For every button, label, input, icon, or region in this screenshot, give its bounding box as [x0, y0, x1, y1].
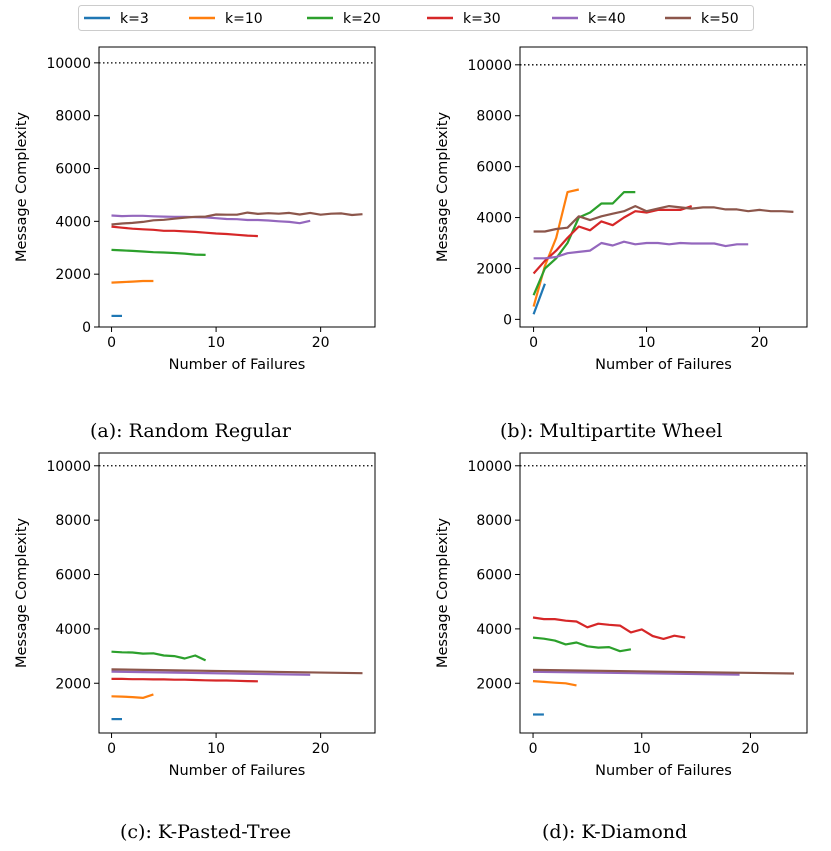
y-tick-label: 6000 [476, 160, 512, 176]
x-tick-label: 0 [529, 335, 538, 351]
series-k40 [111, 214, 311, 225]
y-tick-label: 6000 [55, 568, 91, 584]
axes-frame [519, 452, 808, 734]
series-k40 [533, 240, 749, 260]
y-tick-label: 10000 [46, 56, 91, 72]
y-axis-label: Message Complexity [435, 112, 451, 262]
series-k50 [111, 211, 363, 226]
x-tick-label: 0 [107, 335, 116, 351]
legend-label: k=20 [343, 11, 381, 27]
series-k30 [111, 225, 258, 238]
y-tick-label: 8000 [476, 109, 512, 125]
x-tick-label: 10 [633, 741, 651, 757]
legend-label: k=50 [701, 11, 739, 27]
series-k30 [532, 616, 686, 641]
series-k10 [532, 680, 577, 687]
x-tick-label: 10 [638, 335, 656, 351]
series-k20 [532, 191, 636, 296]
x-axis-label: Number of Failures [169, 357, 306, 373]
y-tick-label: 2000 [55, 676, 91, 692]
series-k30 [111, 677, 258, 683]
y-tick-label: 8000 [55, 513, 91, 529]
y-tick-label: 2000 [55, 267, 91, 283]
legend-item-k3: k=3 [84, 11, 149, 27]
x-tick-label: 20 [312, 741, 330, 757]
series-k10 [532, 188, 580, 307]
axes-frame [98, 452, 376, 734]
y-tick-label: 0 [82, 320, 91, 336]
series-k10 [111, 279, 154, 284]
panel-d: 0 10 20 2000 4000 6000 8000 10000 Number of Fail… [435, 452, 808, 843]
y-axis-label: Message Complexity [14, 518, 30, 668]
series-k20 [111, 650, 207, 662]
panel-a: 0 10 20 0 2000 4000 6000 8000 10000 Number of Fai… [14, 46, 376, 442]
legend-item-k20: k=20 [307, 11, 381, 27]
legend-item-k50: k=50 [665, 11, 739, 27]
series-k10 [111, 693, 154, 700]
y-tick-label: 10000 [46, 459, 91, 475]
panel-b: 0 10 20 0 2000 4000 6000 8000 10000 Number of Fai… [435, 46, 808, 442]
series-k30 [532, 205, 693, 275]
series-k50 [533, 205, 794, 233]
x-axis-label: Number of Failures [595, 763, 732, 779]
panel-caption: (d): K-Diamond [542, 821, 687, 843]
y-tick-label: 4000 [55, 622, 91, 638]
y-axis-label: Message Complexity [435, 518, 451, 668]
legend-label: k=10 [225, 11, 263, 27]
axes-frame [519, 46, 808, 328]
y-tick-label: 4000 [476, 622, 512, 638]
series-k50 [111, 668, 363, 675]
series-k20 [111, 248, 206, 256]
series-k40 [111, 670, 311, 676]
y-tick-label: 8000 [476, 513, 512, 529]
y-tick-label: 4000 [55, 214, 91, 230]
legend-item-k40: k=40 [552, 11, 626, 27]
series-k20 [532, 636, 632, 653]
panel-c: 0 10 20 2000 4000 6000 8000 10000 Number of Fail… [14, 452, 376, 843]
axes-frame [98, 46, 376, 328]
x-tick-label: 10 [207, 741, 225, 757]
panel-caption: (a): Random Regular [90, 420, 292, 442]
legend-label: k=30 [463, 11, 501, 27]
series-k50 [532, 668, 795, 675]
legend: k=3 k=10 k=20 k=30 k=40 k=50 [78, 5, 754, 31]
y-tick-label: 0 [503, 312, 512, 328]
legend-item-k10: k=10 [189, 11, 263, 27]
x-tick-label: 20 [751, 335, 769, 351]
y-tick-label: 4000 [476, 211, 512, 227]
x-axis-label: Number of Failures [169, 763, 306, 779]
x-tick-label: 10 [207, 335, 225, 351]
series-k40 [532, 670, 740, 676]
legend-frame [78, 5, 754, 31]
legend-label: k=40 [588, 11, 626, 27]
y-tick-label: 8000 [55, 109, 91, 125]
x-axis-label: Number of Failures [595, 357, 732, 373]
legend-label: k=3 [120, 11, 149, 27]
y-tick-label: 2000 [476, 676, 512, 692]
x-tick-label: 20 [312, 335, 330, 351]
series-k3 [532, 283, 546, 315]
panel-caption: (b): Multipartite Wheel [500, 420, 722, 442]
x-tick-label: 0 [529, 741, 538, 757]
legend-item-k30: k=30 [427, 11, 501, 27]
y-tick-label: 10000 [467, 58, 512, 74]
y-tick-label: 2000 [476, 261, 512, 277]
y-tick-label: 6000 [476, 568, 512, 584]
x-tick-label: 20 [742, 741, 760, 757]
y-tick-label: 10000 [467, 459, 512, 475]
y-tick-label: 6000 [55, 162, 91, 178]
x-tick-label: 0 [107, 741, 116, 757]
y-axis-label: Message Complexity [14, 112, 30, 262]
panel-caption: (c): K-Pasted-Tree [120, 821, 291, 843]
